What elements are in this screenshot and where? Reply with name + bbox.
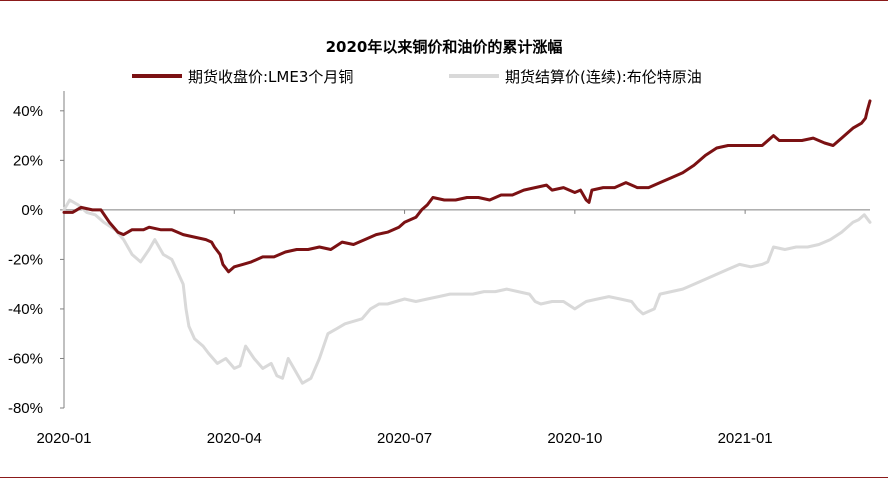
y-tick-label: 0% xyxy=(21,202,43,219)
x-tick-label: 2021-01 xyxy=(718,430,773,447)
y-tick-label: 20% xyxy=(13,152,43,169)
series-layer xyxy=(62,99,872,385)
y-axis: 40% 20% 0% -20% -40% -60% -80% xyxy=(8,91,65,417)
x-tick-label: 2020-10 xyxy=(547,430,602,447)
y-tick-label: -20% xyxy=(8,251,43,268)
y-tick-label: 40% xyxy=(13,103,43,120)
x-tick-label: 2020-07 xyxy=(377,430,432,447)
y-tick-label: -60% xyxy=(8,350,43,367)
series-line-brent xyxy=(62,198,872,385)
chart-title: 2020年以来铜价和油价的累计涨幅 xyxy=(326,38,563,56)
legend: 期货收盘价:LME3个月铜 期货结算价(连续):布伦特原油 xyxy=(132,68,702,86)
legend-label-copper: 期货收盘价:LME3个月铜 xyxy=(188,68,353,86)
x-axis: 2020-01 2020-04 2020-07 2020-10 2021-01 xyxy=(36,209,870,447)
legend-label-brent: 期货结算价(连续):布伦特原油 xyxy=(505,68,702,86)
series-line-copper xyxy=(62,99,872,274)
x-tick-label: 2020-01 xyxy=(36,430,91,447)
y-tick-label: -40% xyxy=(8,301,43,318)
x-tick-label: 2020-04 xyxy=(207,430,262,447)
y-tick-label: -80% xyxy=(8,400,43,417)
